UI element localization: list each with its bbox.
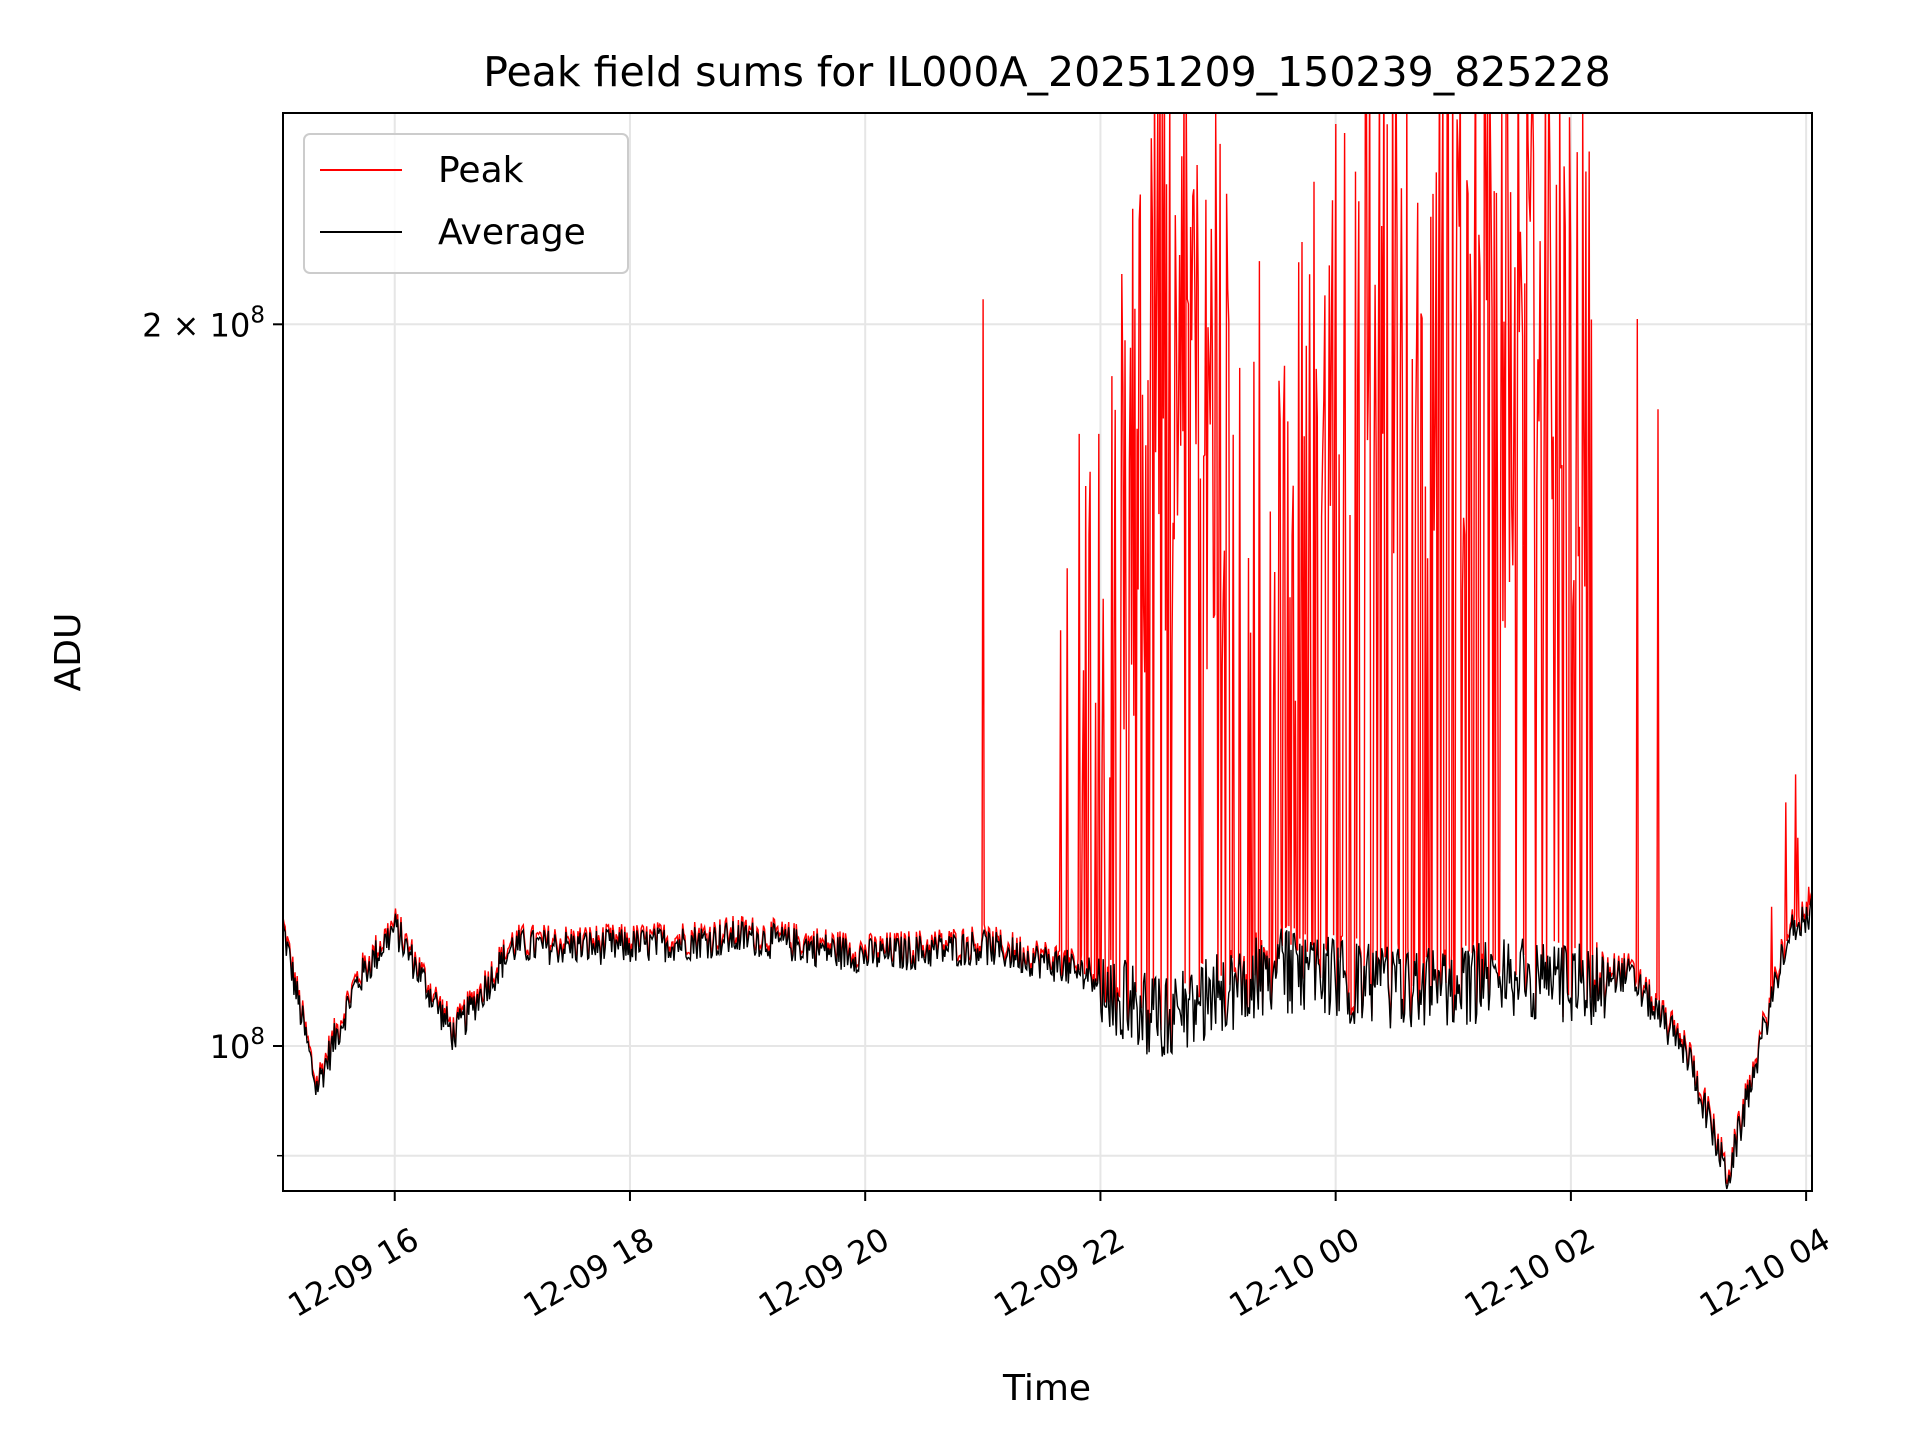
- legend: Peak Average: [303, 133, 629, 274]
- series-average-line: [283, 896, 1812, 1190]
- y-axis: 2 × 108 108: [142, 302, 283, 1157]
- legend-box: [303, 133, 629, 274]
- chart-title: Peak field sums for IL000A_20251209_1502…: [483, 48, 1610, 96]
- legend-peak-label: Peak: [438, 150, 524, 191]
- y-tick-label: 108: [210, 1024, 265, 1066]
- plot-area: [283, 113, 1812, 1190]
- plot-frame: [282, 112, 1813, 1192]
- y-axis-label: ADU: [48, 613, 89, 692]
- y-tick-label: 2 × 108: [142, 302, 265, 344]
- x-axis-label: Time: [1002, 1368, 1091, 1409]
- legend-average-label: Average: [438, 212, 586, 253]
